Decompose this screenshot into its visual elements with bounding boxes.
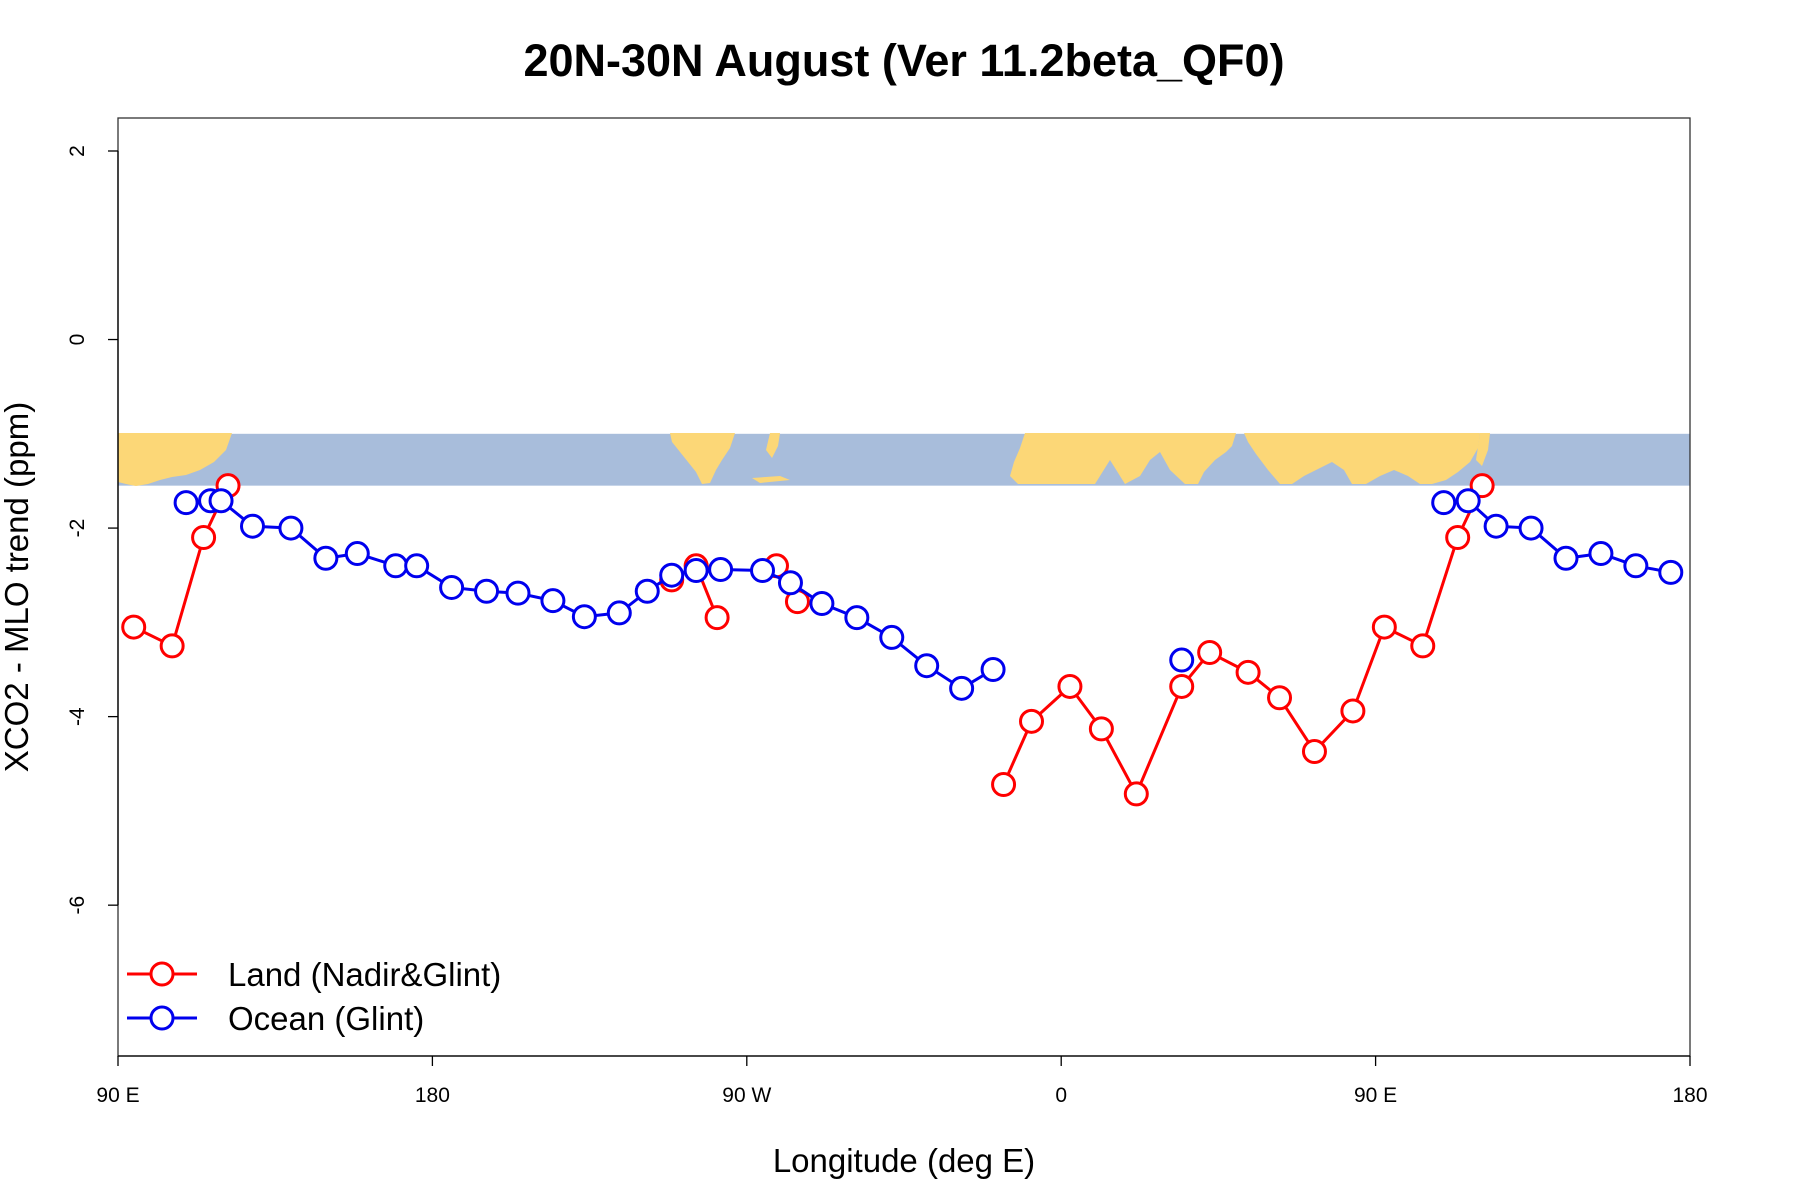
- land-strip-india-china: [1244, 433, 1480, 484]
- ocean-point: [439, 574, 465, 600]
- y-tick-label: -4: [66, 707, 89, 726]
- land-point: [704, 605, 730, 631]
- ocean-point: [173, 490, 199, 516]
- x-axis-label: Longitude (deg E): [773, 1142, 1035, 1179]
- ocean-point: [980, 656, 1006, 682]
- y-axis-label: XCO2 - MLO trend (ppm): [0, 402, 35, 772]
- ocean-point: [606, 600, 632, 626]
- y-tick-label: -6: [66, 896, 89, 915]
- ocean-point: [1623, 553, 1649, 579]
- y-tick-label: -2: [66, 519, 89, 538]
- land-strip-africa-arabia: [1010, 433, 1236, 484]
- ocean-point: [949, 675, 975, 701]
- ocean-point: [505, 580, 531, 606]
- land-point: [1469, 473, 1495, 499]
- land-series-line: [1002, 485, 1484, 798]
- x-tick-label: 180: [415, 1084, 450, 1107]
- ocean-point: [777, 570, 803, 596]
- x-tick-label: 90 E: [96, 1084, 139, 1107]
- ocean-point: [1658, 559, 1684, 585]
- ocean-point: [239, 513, 265, 539]
- land-point: [121, 614, 147, 640]
- legend-land-label: Land (Nadir&Glint): [228, 956, 501, 993]
- land-point: [1235, 659, 1261, 685]
- land-point: [1197, 640, 1223, 666]
- ocean-point: [278, 515, 304, 541]
- x-tick-label: 180: [1672, 1084, 1707, 1107]
- ocean-point: [844, 605, 870, 631]
- land-strip-north-america: [670, 433, 735, 484]
- land-point: [1088, 716, 1114, 742]
- land-point: [1340, 698, 1366, 724]
- ocean-point: [659, 562, 685, 588]
- ocean-point: [683, 558, 709, 584]
- ocean-point: [914, 653, 940, 679]
- land-point: [1371, 614, 1397, 640]
- series-group: [121, 473, 1684, 807]
- ocean-point: [313, 545, 339, 571]
- ocean-point: [571, 604, 597, 630]
- ocean-point: [1169, 647, 1195, 673]
- land-point: [1445, 525, 1471, 551]
- ocean-point: [208, 488, 234, 514]
- land-point: [1301, 739, 1327, 765]
- ocean-point: [540, 588, 566, 614]
- land-point: [991, 771, 1017, 797]
- land-strip-asia-east: [118, 433, 232, 486]
- land-strip-shapes: [118, 433, 1490, 486]
- ocean-point: [1431, 490, 1457, 516]
- land-point: [1019, 708, 1045, 734]
- ocean-point: [634, 578, 660, 604]
- land-strip-florida: [766, 433, 780, 458]
- y-axis: 2 0 -2 -4 -6: [66, 145, 119, 915]
- land-strip-asia-east-2: [1476, 433, 1490, 466]
- ocean-point: [1553, 545, 1579, 571]
- land-point: [191, 525, 217, 551]
- ocean-point: [1588, 541, 1614, 567]
- ocean-point: [344, 541, 370, 567]
- x-tick-label: 0: [1055, 1084, 1067, 1107]
- ocean-point: [474, 578, 500, 604]
- legend-ocean-label: Ocean (Glint): [228, 1000, 424, 1037]
- x-axis: 90 E 180 90 W 0 90 E 180: [96, 1055, 1708, 1107]
- land-strip-caribbean: [752, 476, 790, 483]
- y-tick-label: 0: [66, 334, 89, 346]
- ocean-point: [1483, 513, 1509, 539]
- land-point: [1057, 673, 1083, 699]
- land-point: [1267, 685, 1293, 711]
- x-tick-label: 90 W: [722, 1084, 771, 1107]
- ocean-point: [1518, 515, 1544, 541]
- land-point: [159, 633, 185, 659]
- ocean-series-line: [186, 499, 994, 691]
- ocean-point: [404, 553, 430, 579]
- land-point: [1410, 633, 1436, 659]
- plot-frame: [117, 117, 1691, 1057]
- land-point: [1123, 781, 1149, 807]
- legend: Land (Nadir&Glint) Ocean (Glint): [127, 956, 501, 1037]
- legend-land-marker: [149, 961, 175, 987]
- ocean-point: [879, 624, 905, 650]
- ocean-point: [708, 557, 734, 583]
- land-ocean-strip: [118, 433, 1690, 486]
- y-tick-label: 2: [66, 145, 89, 157]
- legend-ocean-marker: [149, 1005, 175, 1031]
- chart-title: 20N-30N August (Ver 11.2beta_QF0): [523, 35, 1284, 86]
- x-tick-label: 90 E: [1354, 1084, 1397, 1107]
- ocean-point: [750, 558, 776, 584]
- ocean-point: [383, 553, 409, 579]
- land-point: [1169, 673, 1195, 699]
- ocean-point: [809, 590, 835, 616]
- ocean-point: [1455, 488, 1481, 514]
